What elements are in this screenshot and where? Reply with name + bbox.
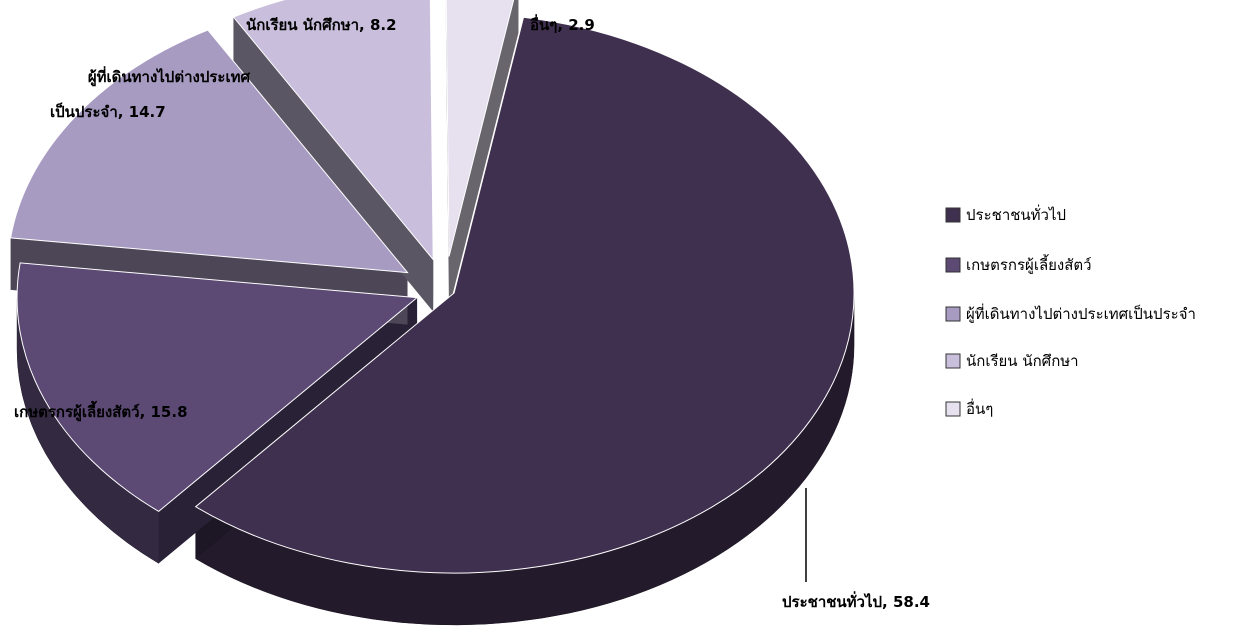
legend-entry-others: อื่นๆ — [945, 398, 993, 418]
legend-label: ประชาชนทั่วไป — [966, 204, 1066, 224]
pie-slice-livestock-farmers — [16, 262, 419, 512]
legend-entry-students: นักเรียน นักศึกษา — [945, 352, 1079, 370]
legend-entry-frequent-travelers: ผู้ที่เดินทางไปต่างประเทศเป็นประจำ — [945, 303, 1196, 323]
legend-label: อื่นๆ — [966, 398, 993, 418]
pie-edge-students — [233, 17, 434, 312]
legend: ประชาชนทั่วไป เกษตรกรผู้เลี้ยงสัตว์ ผู้ท… — [945, 204, 1196, 418]
data-label-general-public: ประชาชนทั่วไป, 58.4 — [782, 591, 930, 611]
legend-swatch — [945, 401, 961, 417]
data-label-students: นักเรียน นักศึกษา, 8.2 — [246, 16, 397, 34]
pie-slices — [10, 0, 855, 626]
legend-swatch — [945, 353, 961, 369]
pie-slice-students — [232, 0, 434, 262]
legend-label: เกษตรกรผู้เลี้ยงสัตว์ — [966, 254, 1092, 274]
data-labels: ประชาชนทั่วไป, 58.4 เกษตรกรผู้เลี้ยงสัตว… — [14, 14, 930, 611]
legend-label: ผู้ที่เดินทางไปต่างประเทศเป็นประจำ — [966, 303, 1196, 323]
pie-slice-frequent-travelers — [10, 29, 409, 274]
legend-label: นักเรียน นักศึกษา — [966, 352, 1079, 370]
legend-swatch — [945, 257, 961, 273]
pie-edge-others — [449, 0, 519, 309]
data-label-others: อื่นๆ, 2.9 — [530, 14, 595, 34]
legend-swatch — [945, 207, 961, 223]
legend-entry-livestock-farmers: เกษตรกรผู้เลี้ยงสัตว์ — [945, 254, 1092, 274]
pie-slice-general-public — [194, 16, 855, 574]
legend-entry-general-public: ประชาชนทั่วไป — [945, 204, 1066, 224]
legend-swatch — [945, 306, 961, 322]
data-label-livestock-farmers: เกษตรกรผู้เลี้ยงสัตว์, 15.8 — [14, 400, 188, 422]
data-label-frequent-travelers: ผู้ที่เดินทางไปต่างประเทศ — [88, 66, 251, 87]
pie-slice-others — [445, 0, 515, 257]
data-label-frequent-travelers-line2: เป็นประจำ, 14.7 — [50, 102, 166, 121]
